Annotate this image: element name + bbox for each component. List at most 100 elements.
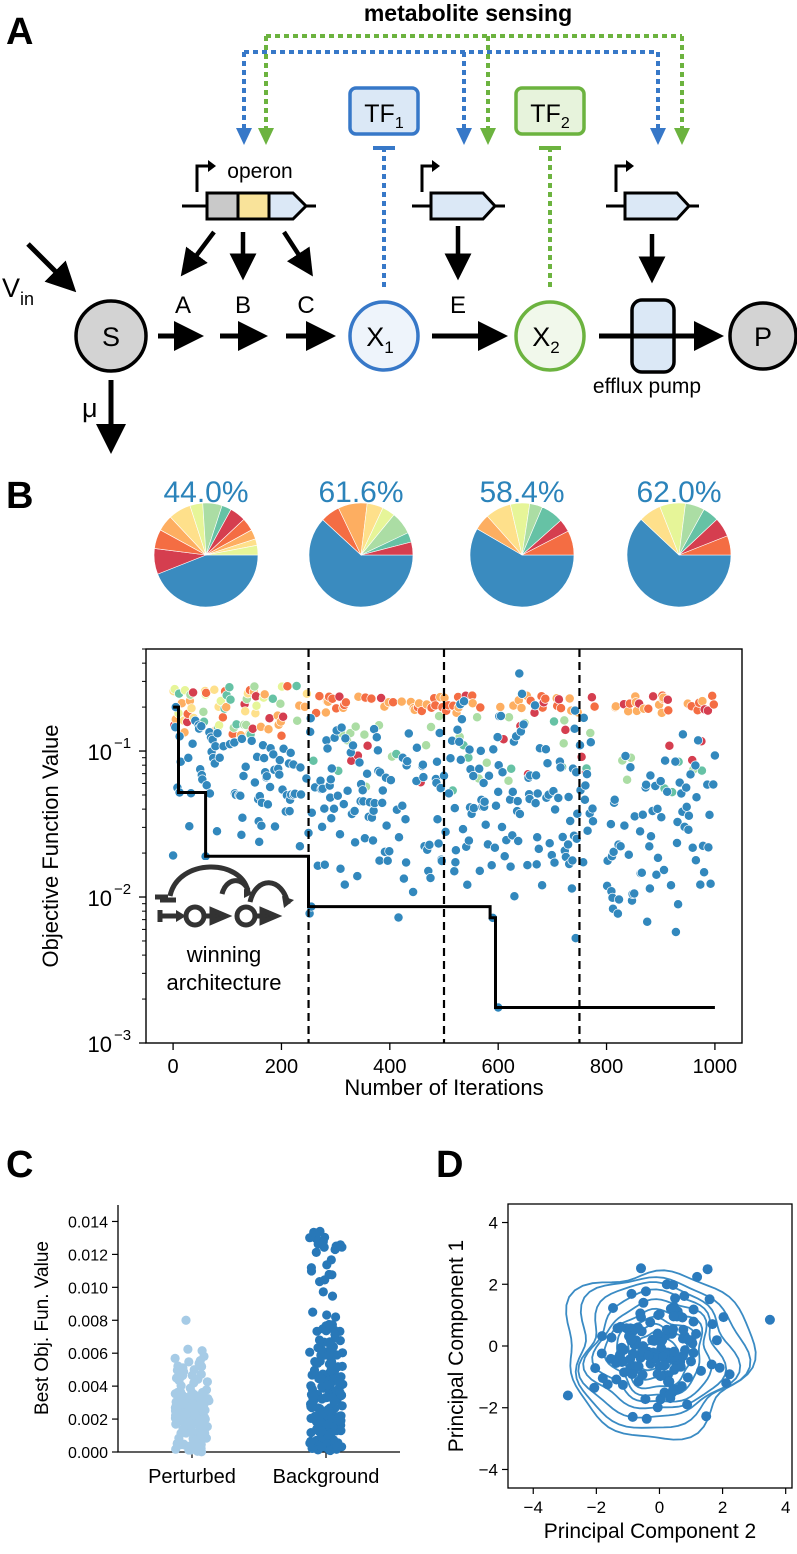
main-point-331 bbox=[350, 837, 361, 848]
c-point-1-171 bbox=[324, 1406, 334, 1416]
main-xtick-label-0: 0 bbox=[168, 1056, 179, 1078]
main-point-461 bbox=[530, 798, 541, 809]
d-point-128 bbox=[636, 1263, 646, 1274]
pie-2-slice-7 bbox=[360, 541, 414, 556]
main-point-394 bbox=[445, 753, 456, 764]
main-point-489 bbox=[566, 883, 577, 894]
panel-c-plot: 0.000 0.002 0.004 0.006 0.008 0.010 0.012 0.014 bbox=[68, 1214, 348, 1462]
main-point-518 bbox=[608, 846, 619, 857]
tf1-base: TF bbox=[364, 100, 395, 128]
main-point-380 bbox=[424, 839, 435, 850]
main-point-567 bbox=[683, 824, 694, 835]
main-point-579 bbox=[703, 842, 714, 853]
main-point-525 bbox=[619, 820, 630, 831]
main-point-462 bbox=[531, 770, 542, 781]
c-point-0-146 bbox=[171, 1373, 182, 1383]
c-point-1-73 bbox=[337, 1401, 347, 1411]
main-point-479 bbox=[553, 793, 564, 803]
enzyme-b-label: B bbox=[235, 292, 251, 319]
svg-text:X1: X1 bbox=[366, 322, 393, 357]
c-ytick-label-2: 0.004 bbox=[68, 1379, 108, 1396]
main-point-15 bbox=[188, 687, 199, 698]
main-point-510 bbox=[588, 816, 598, 827]
main-point-401 bbox=[454, 736, 465, 747]
inset-label-line2: architecture bbox=[167, 970, 282, 995]
main-point-539 bbox=[642, 916, 653, 927]
main-point-294 bbox=[296, 789, 306, 800]
panel-c-axes bbox=[117, 1205, 400, 1453]
main-point-531 bbox=[629, 888, 640, 899]
main-point-165 bbox=[558, 738, 569, 749]
main-point-181 bbox=[622, 774, 633, 785]
main-point-526 bbox=[620, 751, 631, 761]
d-point-52 bbox=[686, 1356, 696, 1367]
panel-b: B 44.0% 61.6% 58.4% 62.0% 0 200 400 600 800 1000… bbox=[6, 475, 743, 1100]
main-point-190 bbox=[643, 703, 654, 714]
main-point-441 bbox=[505, 861, 516, 872]
sensing-arrowheads bbox=[236, 128, 690, 145]
main-point-363 bbox=[397, 800, 408, 811]
main-point-116 bbox=[426, 722, 436, 732]
d-point-43 bbox=[637, 1369, 648, 1380]
main-point-17 bbox=[198, 706, 209, 717]
arrowhead-blue-operon bbox=[236, 128, 252, 145]
c-point-1-174 bbox=[327, 1320, 337, 1330]
main-point-503 bbox=[579, 794, 590, 805]
main-point-421 bbox=[478, 778, 489, 788]
d-xtick-label-2: 0 bbox=[655, 1498, 664, 1517]
main-point-396 bbox=[449, 866, 460, 877]
main-point-87 bbox=[340, 697, 351, 708]
main-point-73 bbox=[308, 755, 319, 766]
main-point-48 bbox=[247, 723, 258, 734]
main-point-320 bbox=[335, 829, 345, 840]
arrowhead-green-operon bbox=[258, 128, 274, 145]
main-point-261 bbox=[254, 836, 265, 847]
arrowhead-green-geneE bbox=[480, 128, 496, 145]
main-point-403 bbox=[455, 754, 466, 765]
panel-label-c: C bbox=[6, 1144, 33, 1186]
main-point-469 bbox=[540, 744, 551, 755]
c-point-1-142 bbox=[323, 1350, 334, 1361]
main-point-330 bbox=[349, 806, 360, 816]
main-point-143 bbox=[503, 775, 514, 786]
d-ytick-label-2: 0 bbox=[489, 1337, 498, 1356]
main-point-333 bbox=[354, 757, 365, 768]
main-point-242 bbox=[212, 728, 223, 739]
main-point-338 bbox=[359, 833, 370, 844]
main-point-278 bbox=[274, 755, 285, 766]
main-point-406 bbox=[459, 696, 469, 707]
main-point-477 bbox=[550, 804, 561, 815]
main-point-168 bbox=[564, 693, 575, 704]
d-point-124 bbox=[668, 1324, 679, 1335]
main-point-198 bbox=[662, 694, 673, 705]
main-point-140 bbox=[481, 757, 492, 768]
d-point-32 bbox=[597, 1331, 607, 1342]
main-xtick-label-2: 400 bbox=[373, 1056, 406, 1078]
main-point-162 bbox=[553, 694, 564, 705]
node-x1-sub: 1 bbox=[384, 338, 393, 357]
node-x2: X2 bbox=[514, 300, 586, 372]
main-ylabel: Objective Function Value bbox=[38, 725, 63, 968]
main-point-254 bbox=[238, 771, 249, 781]
d-point-141 bbox=[668, 1311, 679, 1322]
main-point-307 bbox=[319, 803, 330, 814]
main-point-353 bbox=[377, 785, 388, 796]
main-point-490 bbox=[567, 855, 578, 866]
node-s: S bbox=[74, 299, 148, 373]
main-point-520 bbox=[609, 794, 620, 805]
d-point-145 bbox=[655, 1337, 666, 1348]
tf2-sub: 2 bbox=[561, 115, 570, 132]
d-point-148 bbox=[615, 1321, 626, 1332]
c-point-0-143 bbox=[178, 1424, 188, 1434]
main-point-332 bbox=[352, 871, 363, 882]
main-point-552 bbox=[660, 755, 671, 766]
main-ytick-exp-1: −2 bbox=[114, 881, 131, 898]
d-point-134 bbox=[636, 1312, 646, 1323]
c-point-0-133 bbox=[200, 1428, 210, 1438]
d-point-122 bbox=[670, 1293, 681, 1304]
metabolite-sensing-label: metabolite sensing bbox=[364, 0, 572, 26]
d-point-129 bbox=[669, 1346, 680, 1357]
c-point-0-41 bbox=[202, 1377, 212, 1387]
vin-sub: in bbox=[20, 289, 34, 309]
